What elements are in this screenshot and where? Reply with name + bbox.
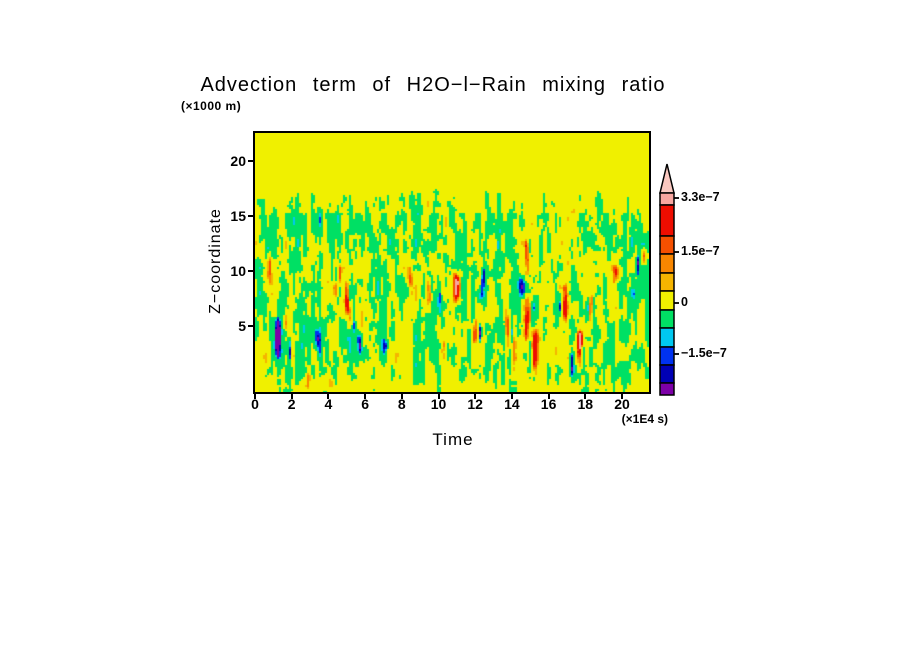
x-axis-label: Time bbox=[432, 430, 474, 449]
y-axis-unit: (×1000 m) bbox=[181, 99, 242, 113]
colorbar-arrow bbox=[659, 163, 675, 194]
x-tick-mark bbox=[621, 394, 623, 399]
colorbar-tick-label: −1.5e−7 bbox=[681, 346, 727, 360]
colorbar-segment bbox=[659, 204, 675, 237]
y-tick-mark bbox=[248, 325, 253, 327]
colorbar-segment bbox=[659, 346, 675, 366]
x-tick-label: 14 bbox=[504, 396, 520, 412]
x-tick-mark bbox=[364, 394, 367, 399]
x-tick-label: 8 bbox=[397, 396, 406, 412]
y-tick-mark bbox=[248, 270, 253, 272]
plot-area bbox=[253, 131, 651, 394]
colorbar-segment bbox=[659, 253, 675, 274]
x-tick-mark bbox=[400, 394, 403, 399]
x-tick-label: 4 bbox=[324, 396, 333, 412]
y-tick-label: 15 bbox=[230, 208, 246, 224]
x-tick-mark bbox=[327, 394, 330, 399]
x-tick-mark bbox=[437, 394, 440, 399]
x-tick-label: 0 bbox=[251, 396, 259, 412]
colorbar-segment bbox=[659, 192, 675, 206]
chart-title: Advection term of H2O−l−Rain mixing rati… bbox=[200, 74, 666, 96]
colorbar-segment bbox=[659, 235, 675, 255]
x-tick-label: 16 bbox=[540, 396, 557, 412]
x-tick-label: 6 bbox=[361, 396, 369, 412]
heatmap-canvas bbox=[255, 133, 649, 392]
x-tick-label: 12 bbox=[467, 396, 483, 412]
y-tick-label: 20 bbox=[230, 153, 246, 169]
x-tick-label: 10 bbox=[430, 396, 447, 412]
y-tick-label: 10 bbox=[230, 263, 246, 279]
y-tick-mark bbox=[248, 215, 253, 217]
x-axis-unit: (×1E4 s) bbox=[621, 412, 668, 426]
y-tick-label: 5 bbox=[238, 318, 246, 334]
x-tick-mark bbox=[290, 394, 293, 399]
x-tick-label: 18 bbox=[577, 396, 594, 412]
colorbar-segment bbox=[659, 309, 675, 329]
colorbar-tick-label: 3.3e−7 bbox=[681, 190, 720, 204]
y-tick-mark bbox=[248, 160, 253, 162]
colorbar-tick-label: 0 bbox=[681, 295, 688, 309]
colorbar-segment bbox=[659, 364, 675, 384]
colorbar-segment bbox=[659, 272, 675, 292]
colorbar-segment bbox=[659, 290, 675, 311]
x-tick-mark bbox=[254, 394, 256, 399]
x-tick-mark bbox=[510, 394, 513, 399]
colorbar-segment bbox=[659, 382, 675, 396]
x-tick-mark bbox=[584, 394, 587, 399]
x-tick-mark bbox=[474, 394, 477, 399]
x-tick-mark bbox=[547, 394, 550, 399]
colorbar-tick-label: 1.5e−7 bbox=[681, 244, 720, 258]
x-tick-label: 20 bbox=[614, 396, 630, 412]
colorbar-segment bbox=[659, 327, 675, 348]
x-tick-label: 2 bbox=[287, 396, 296, 412]
colorbar bbox=[659, 163, 679, 396]
